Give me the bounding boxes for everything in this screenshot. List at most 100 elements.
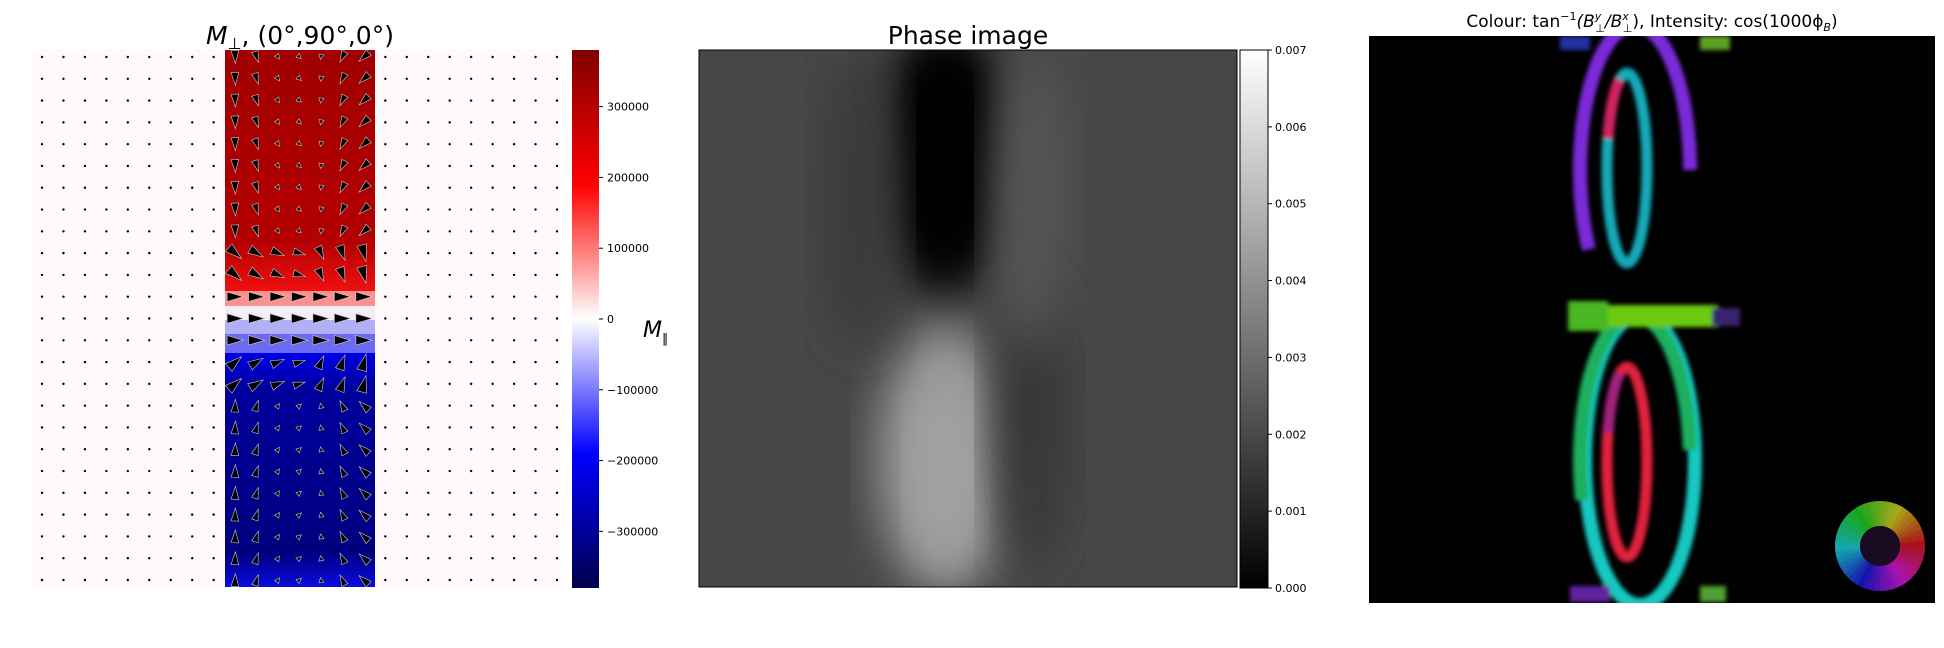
field-dot: [405, 469, 408, 473]
colour-wheel-segment: [1882, 565, 1892, 591]
field-dot: [62, 382, 65, 386]
field-dot: [427, 77, 430, 80]
field-dot: [191, 208, 194, 211]
field-dot: [126, 448, 130, 451]
colour-wheel-segment: [1898, 528, 1924, 541]
field-dot: [384, 55, 387, 59]
field-dot: [212, 382, 215, 386]
field-dot: [469, 164, 473, 168]
quiver-arrow: [358, 400, 372, 414]
quiver-arrow: [358, 71, 372, 84]
quiver-arrow: [224, 265, 243, 282]
quiver-arrow: [274, 161, 280, 169]
colorbar-tick-label: 0.000: [1275, 582, 1307, 595]
field-dot: [105, 448, 108, 451]
field-dot: [83, 186, 87, 189]
field-dot: [83, 382, 87, 386]
colour-wheel-segment: [1848, 560, 1868, 582]
field-dot: [469, 382, 473, 386]
field-dot: [191, 142, 194, 146]
field-dot: [384, 230, 387, 233]
field-dot: [491, 273, 494, 277]
colour-wheel-segment: [1852, 507, 1870, 531]
field-dot: [126, 230, 130, 233]
field-dot: [148, 404, 151, 407]
quiver-arrow: [355, 313, 373, 324]
field-dot: [469, 55, 473, 59]
field-dot: [62, 557, 65, 560]
quiver-arrow: [230, 115, 240, 130]
quiver-arrow: [295, 227, 302, 234]
field-dot: [40, 55, 44, 59]
quiver-arrow: [318, 119, 325, 126]
field-dot: [148, 513, 151, 516]
phase-bright-lobe-core: [913, 390, 977, 550]
field-dot: [62, 469, 65, 473]
field-dot: [169, 273, 172, 277]
field-dot: [448, 339, 451, 342]
field-dot: [427, 273, 430, 277]
colour-wheel-segment: [1857, 504, 1873, 529]
field-dot: [169, 448, 172, 451]
quiver-arrow: [292, 360, 307, 368]
field-dot: [427, 208, 430, 211]
field-dot: [62, 448, 65, 451]
quiver-arrow: [334, 291, 352, 302]
quiver-arrow: [251, 464, 259, 478]
field-dot: [62, 142, 65, 146]
field-dot: [491, 448, 494, 451]
field-dot: [191, 404, 194, 407]
field-dot: [512, 164, 516, 168]
field-dot: [126, 382, 130, 386]
field-dot: [83, 469, 87, 473]
field-dot: [512, 295, 516, 298]
field-dot: [105, 55, 108, 59]
field-dot: [40, 77, 44, 80]
field-dot: [384, 164, 387, 168]
field-dot: [512, 186, 516, 189]
colour-wheel-segment: [1857, 563, 1873, 588]
quiver-arrow: [274, 227, 280, 234]
field-dot: [555, 164, 559, 168]
quiver-arrow: [247, 357, 265, 371]
field-dot: [534, 578, 537, 582]
colour-wheel-segment: [1895, 518, 1919, 536]
quiver-arrow: [274, 183, 280, 191]
colour-wheel-segment: [1899, 545, 1925, 552]
field-dot: [384, 382, 387, 386]
quiver-arrow: [295, 205, 302, 212]
field-dot: [212, 230, 215, 233]
colorbar-tick-label: 0.007: [1275, 44, 1307, 57]
field-dot: [469, 557, 473, 560]
colour-wheel-segment: [1892, 510, 1912, 532]
field-dot: [191, 360, 194, 364]
field-dot: [191, 99, 194, 102]
field-dot: [448, 273, 451, 277]
quiver-arrow: [358, 466, 372, 479]
field-dot: [148, 469, 151, 473]
field-dot: [62, 426, 65, 429]
field-dot: [62, 77, 65, 80]
colour-wheel-center: [1860, 526, 1900, 566]
field-dot: [405, 99, 408, 102]
field-dot: [83, 251, 87, 255]
colour-wheel-segment: [1885, 564, 1898, 590]
field-dot: [105, 317, 108, 320]
fringe-top-left: [1560, 36, 1590, 50]
field-dot: [512, 273, 516, 277]
quiver-arrow: [230, 137, 240, 152]
field-dot: [448, 164, 451, 168]
field-dot: [105, 578, 108, 582]
field-dot: [83, 339, 87, 342]
field-dot: [555, 208, 559, 211]
quiver-arrow: [358, 201, 372, 215]
quiver-arrow: [334, 265, 346, 284]
field-dot: [169, 469, 172, 473]
field-dot: [83, 578, 87, 582]
quiver-arrow: [274, 118, 280, 126]
field-dot: [105, 535, 108, 538]
field-dot: [212, 142, 215, 146]
quiver-arrow: [295, 96, 302, 103]
quiver-arrow: [295, 468, 302, 476]
field-dot: [191, 513, 194, 516]
